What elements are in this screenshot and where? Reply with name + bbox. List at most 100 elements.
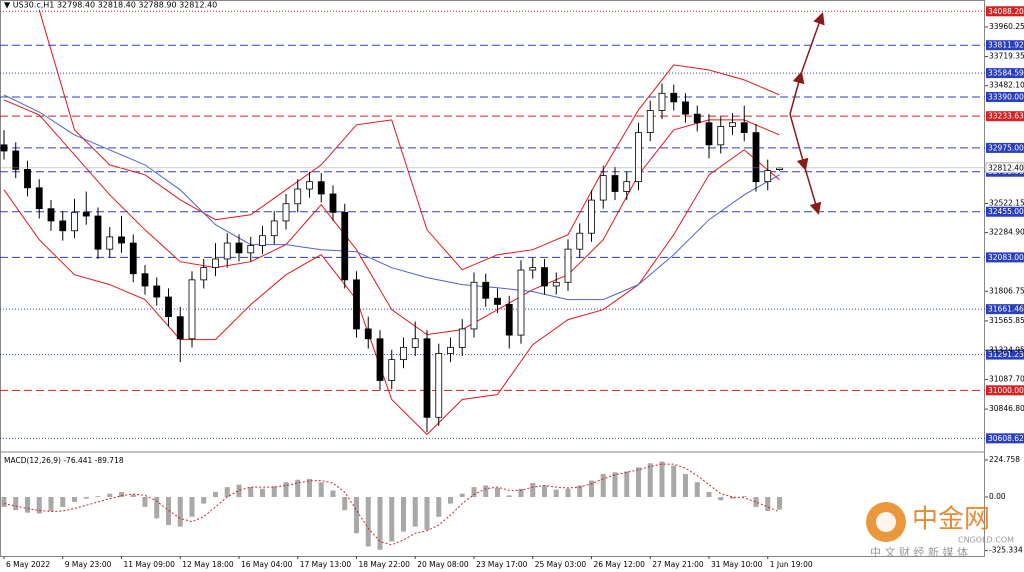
level-label-box: [986, 68, 1024, 79]
candle-body: [47, 208, 55, 222]
candle-body: [106, 236, 114, 250]
last-price-box: [985, 162, 1024, 174]
candle-body: [306, 181, 313, 190]
x-tick-label: 20 May 08:00: [417, 560, 469, 569]
candle-body: [165, 296, 172, 318]
level-label: 31000.00: [988, 386, 1024, 395]
candle-body: [247, 245, 255, 254]
candle-body: [482, 281, 490, 299]
level-label: 31291.23: [988, 350, 1024, 359]
level-label: 34088.20: [988, 7, 1024, 16]
y-tick-label: 33960.25: [989, 22, 1024, 31]
candle-body: [153, 285, 161, 298]
candle-body: [470, 281, 478, 330]
macd-bar: [624, 471, 630, 498]
level-label: 31661.46: [988, 305, 1024, 314]
candle-body: [388, 359, 396, 381]
candle-body: [764, 170, 772, 183]
candle-body: [529, 267, 537, 271]
macd-bar: [212, 492, 218, 498]
macd-bar: [647, 463, 653, 498]
candle-body: [717, 126, 725, 146]
candle-body: [658, 92, 666, 111]
macd-bar: [753, 497, 759, 507]
macd-bar: [24, 497, 30, 513]
brand: 中金网: [912, 505, 990, 535]
level-label-box: [986, 206, 1024, 217]
y-tick-label: 32284.90: [989, 228, 1024, 237]
x-tick-label: 18 May 22:00: [358, 560, 410, 569]
macd-bar: [118, 492, 124, 498]
macd-bar: [483, 485, 489, 498]
y-tick-label: 31087.70: [989, 375, 1024, 384]
macd-bar: [259, 488, 265, 498]
candle-body: [294, 188, 302, 205]
x-tick-label: 9 May 23:00: [65, 560, 112, 569]
watermark: 中金网 CNGOLD.COM 中 文 财 经 新 媒 体: [866, 502, 1014, 559]
indicator-line: [38, 9, 780, 271]
candle-body: [317, 181, 325, 195]
macd-bar: [248, 487, 254, 498]
level-label: 32975.00: [988, 143, 1024, 152]
candle-body: [599, 175, 607, 201]
macd-bar: [447, 497, 453, 504]
macd-bar: [342, 497, 348, 511]
macd-bar: [635, 467, 641, 498]
level-label-box: [986, 433, 1024, 444]
candle-body: [94, 215, 102, 250]
candle-body: [223, 242, 231, 260]
level-label: 32455.00: [988, 207, 1024, 216]
y-tick-label: 31565.85: [989, 316, 1024, 325]
level-label-box: [986, 6, 1024, 17]
candle-body: [24, 168, 31, 189]
x-tick-label: 25 May 03:00: [535, 560, 587, 569]
level-label-box: [986, 349, 1024, 360]
macd-bar: [36, 497, 42, 514]
macd-bar: [177, 497, 183, 527]
macd-bar: [565, 488, 571, 498]
x-tick-label: 1 Jun 19:00: [770, 560, 813, 569]
macd-bar: [530, 483, 536, 498]
indicator-line: [3, 149, 780, 436]
macd-bar: [48, 497, 54, 512]
candle-body: [235, 242, 243, 254]
candle-body: [435, 353, 443, 418]
candle-body: [176, 316, 184, 340]
macd-bar: [365, 497, 371, 547]
y-tick-label: 224.758: [989, 455, 1020, 464]
header: ▼ US30.c,H1 32798.40 32818.40 32788.90 3…: [4, 1, 217, 10]
macd-bar: [424, 497, 430, 530]
candle-body: [517, 269, 525, 336]
candle-body: [635, 132, 642, 183]
candle-body: [270, 220, 278, 237]
candle-body: [458, 328, 466, 348]
arrow: [800, 12, 825, 75]
macd-bar: [107, 493, 113, 498]
level-label-box: [986, 142, 1024, 153]
macd-bar: [541, 485, 547, 498]
macd-bar: [518, 488, 524, 498]
macd-bar: [553, 489, 559, 498]
indicator-line: [3, 99, 780, 336]
macd-bar: [612, 472, 618, 498]
macd-bar: [201, 497, 207, 504]
arrow: [789, 113, 809, 171]
x-tick-label: 26 May 12:00: [593, 560, 645, 569]
x-tick-label: 23 May 17:00: [476, 560, 528, 569]
arrow: [804, 167, 822, 215]
macd-bar: [412, 497, 418, 527]
site: CNGOLD.COM: [958, 536, 1014, 545]
y-tick-label: 31324.95: [989, 345, 1024, 354]
candle-body: [400, 346, 407, 361]
candle-body: [576, 232, 584, 250]
macd-bar: [353, 497, 359, 534]
arrow: [789, 71, 805, 115]
slogan: 中 文 财 经 新 媒 体: [870, 545, 968, 559]
y-tick-label: 0.00: [989, 492, 1006, 501]
level-label: 33584.59: [988, 69, 1024, 78]
level-label: 33811.92: [988, 41, 1024, 50]
macd-bar: [765, 497, 771, 512]
candle-body: [588, 199, 595, 234]
candle-body: [259, 235, 266, 246]
